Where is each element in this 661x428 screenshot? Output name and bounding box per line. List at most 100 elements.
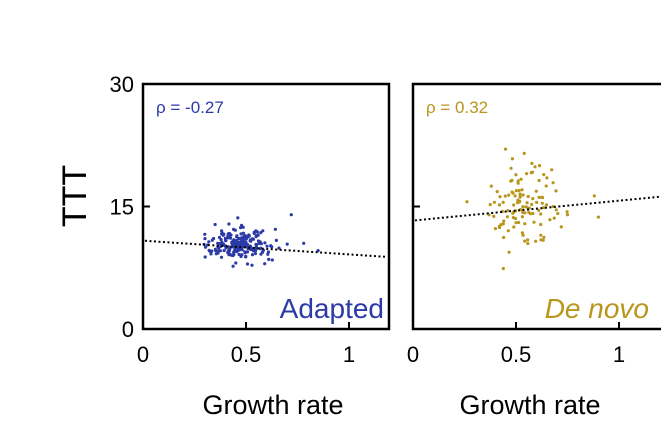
data-point — [221, 233, 225, 237]
data-point — [233, 228, 237, 232]
data-point — [250, 253, 255, 257]
data-point — [539, 238, 543, 242]
data-point — [239, 232, 243, 236]
data-point — [203, 255, 207, 259]
data-point — [266, 252, 270, 256]
data-point — [247, 233, 251, 237]
x-tick-label: 0 — [137, 342, 149, 367]
data-point — [263, 262, 267, 266]
data-point — [542, 235, 546, 239]
data-point — [224, 238, 228, 242]
data-point — [507, 250, 511, 254]
data-point — [489, 184, 493, 188]
axis-ticks: 0 0.5 1 — [407, 205, 625, 367]
data-point — [236, 244, 240, 248]
data-point — [514, 221, 518, 225]
data-point — [270, 245, 274, 249]
data-point — [524, 205, 528, 209]
x-tick-label: 0.5 — [231, 342, 262, 367]
data-point — [219, 255, 224, 259]
data-point — [526, 194, 530, 199]
data-point — [263, 241, 267, 245]
data-point — [539, 212, 543, 216]
series-label: De novo — [545, 293, 649, 324]
data-point — [227, 222, 231, 226]
data-point — [498, 195, 502, 199]
data-point — [237, 248, 242, 252]
data-point — [227, 253, 231, 257]
data-point — [213, 247, 217, 251]
data-point — [250, 263, 254, 267]
data-point — [525, 172, 529, 176]
data-point — [239, 226, 243, 230]
data-point — [243, 250, 247, 254]
data-point — [242, 241, 246, 245]
panel-de-novo: 0 0.5 1 ρ = 0.32 De novo Growth rate — [407, 82, 661, 420]
correlation-annotation: ρ = -0.27 — [156, 98, 224, 117]
data-point — [203, 245, 208, 249]
data-point — [254, 235, 258, 239]
data-point — [497, 203, 502, 207]
data-point — [251, 237, 256, 241]
data-point — [537, 195, 541, 199]
data-point — [240, 243, 244, 247]
data-point — [273, 227, 277, 231]
data-point — [559, 225, 563, 229]
data-point — [531, 211, 535, 216]
data-point — [522, 151, 526, 155]
x-tick-label: 1 — [613, 342, 625, 367]
data-point — [267, 257, 271, 261]
y-axis-label: TTT — [56, 165, 94, 227]
data-point — [518, 192, 522, 196]
data-point — [592, 194, 596, 198]
data-point — [532, 220, 536, 224]
data-point — [534, 189, 538, 193]
data-point — [465, 200, 469, 204]
data-point — [208, 249, 212, 253]
data-point — [217, 246, 221, 250]
data-point — [517, 220, 521, 225]
panel-adapted: 0 0.5 1 0 15 30 ρ = -0.27 Adapted Growth rate — [110, 72, 391, 420]
data-point — [514, 189, 518, 193]
data-point — [493, 227, 497, 231]
data-point — [565, 213, 570, 217]
data-point — [255, 230, 259, 234]
data-point — [237, 240, 241, 245]
data-point — [526, 241, 530, 246]
data-point — [270, 258, 274, 262]
data-point — [510, 190, 514, 194]
data-point — [242, 234, 246, 238]
data-point — [530, 202, 534, 207]
data-point — [542, 173, 546, 177]
data-point — [556, 211, 560, 216]
data-point — [213, 222, 217, 227]
data-point — [254, 246, 258, 250]
data-point — [207, 240, 211, 244]
data-point — [503, 147, 508, 151]
data-point — [537, 178, 541, 183]
data-point — [246, 243, 250, 247]
data-point — [523, 211, 527, 215]
y-tick-label: 0 — [122, 317, 134, 342]
data-point — [257, 241, 261, 245]
data-point — [523, 239, 527, 243]
data-point — [516, 179, 520, 183]
data-point — [544, 203, 549, 207]
data-point — [511, 216, 515, 220]
data-point — [539, 233, 543, 237]
data-point — [232, 250, 236, 254]
data-point — [551, 181, 555, 185]
data-point — [565, 210, 569, 214]
data-point — [242, 243, 246, 247]
x-tick-label: 0 — [407, 342, 419, 367]
data-point — [519, 177, 523, 181]
data-point — [544, 184, 548, 188]
data-point — [529, 212, 533, 216]
x-axis-label: Growth rate — [459, 390, 600, 420]
x-tick-label: 0.5 — [501, 342, 532, 367]
data-point — [497, 224, 501, 228]
data-point — [245, 250, 250, 254]
data-point — [548, 218, 552, 222]
x-tick-label: 1 — [343, 342, 355, 367]
data-point — [209, 252, 213, 256]
